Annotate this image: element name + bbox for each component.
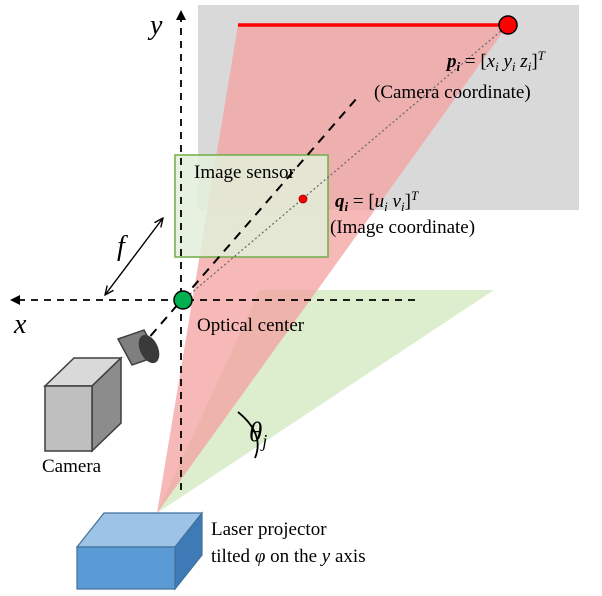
laser-projector-label: Laser projector [211, 519, 327, 540]
angle-label: θj [249, 417, 267, 451]
point-q-label: qi = [ui vi]T [335, 188, 419, 214]
y-axis-label: y [147, 10, 163, 41]
optical-center-marker [173, 290, 193, 310]
camera-coordinate-label: (Camera coordinate) [374, 82, 531, 103]
image-coordinate-label: (Image coordinate) [330, 217, 475, 238]
point-q-marker [298, 194, 308, 204]
x-axis-label: x [13, 309, 27, 340]
laser-tilt-label: tilted φ on the y axis [211, 546, 366, 567]
point-p-label: pi = [xi yi zi]T [445, 48, 546, 74]
focal-length-label: f [117, 231, 128, 262]
camera-icon [43, 329, 160, 453]
optical-center-label: Optical center [197, 315, 305, 336]
image-sensor-label: Image sensor [194, 162, 295, 183]
point-p-marker [498, 15, 518, 35]
focal-length-arrow [105, 218, 163, 295]
laser-projector-icon [75, 511, 204, 591]
angle-arc [237, 411, 259, 459]
laser-red-plane [157, 25, 508, 513]
camera-label: Camera [42, 456, 102, 477]
image-sensor-rect [174, 154, 329, 258]
projection-ray [182, 24, 509, 301]
